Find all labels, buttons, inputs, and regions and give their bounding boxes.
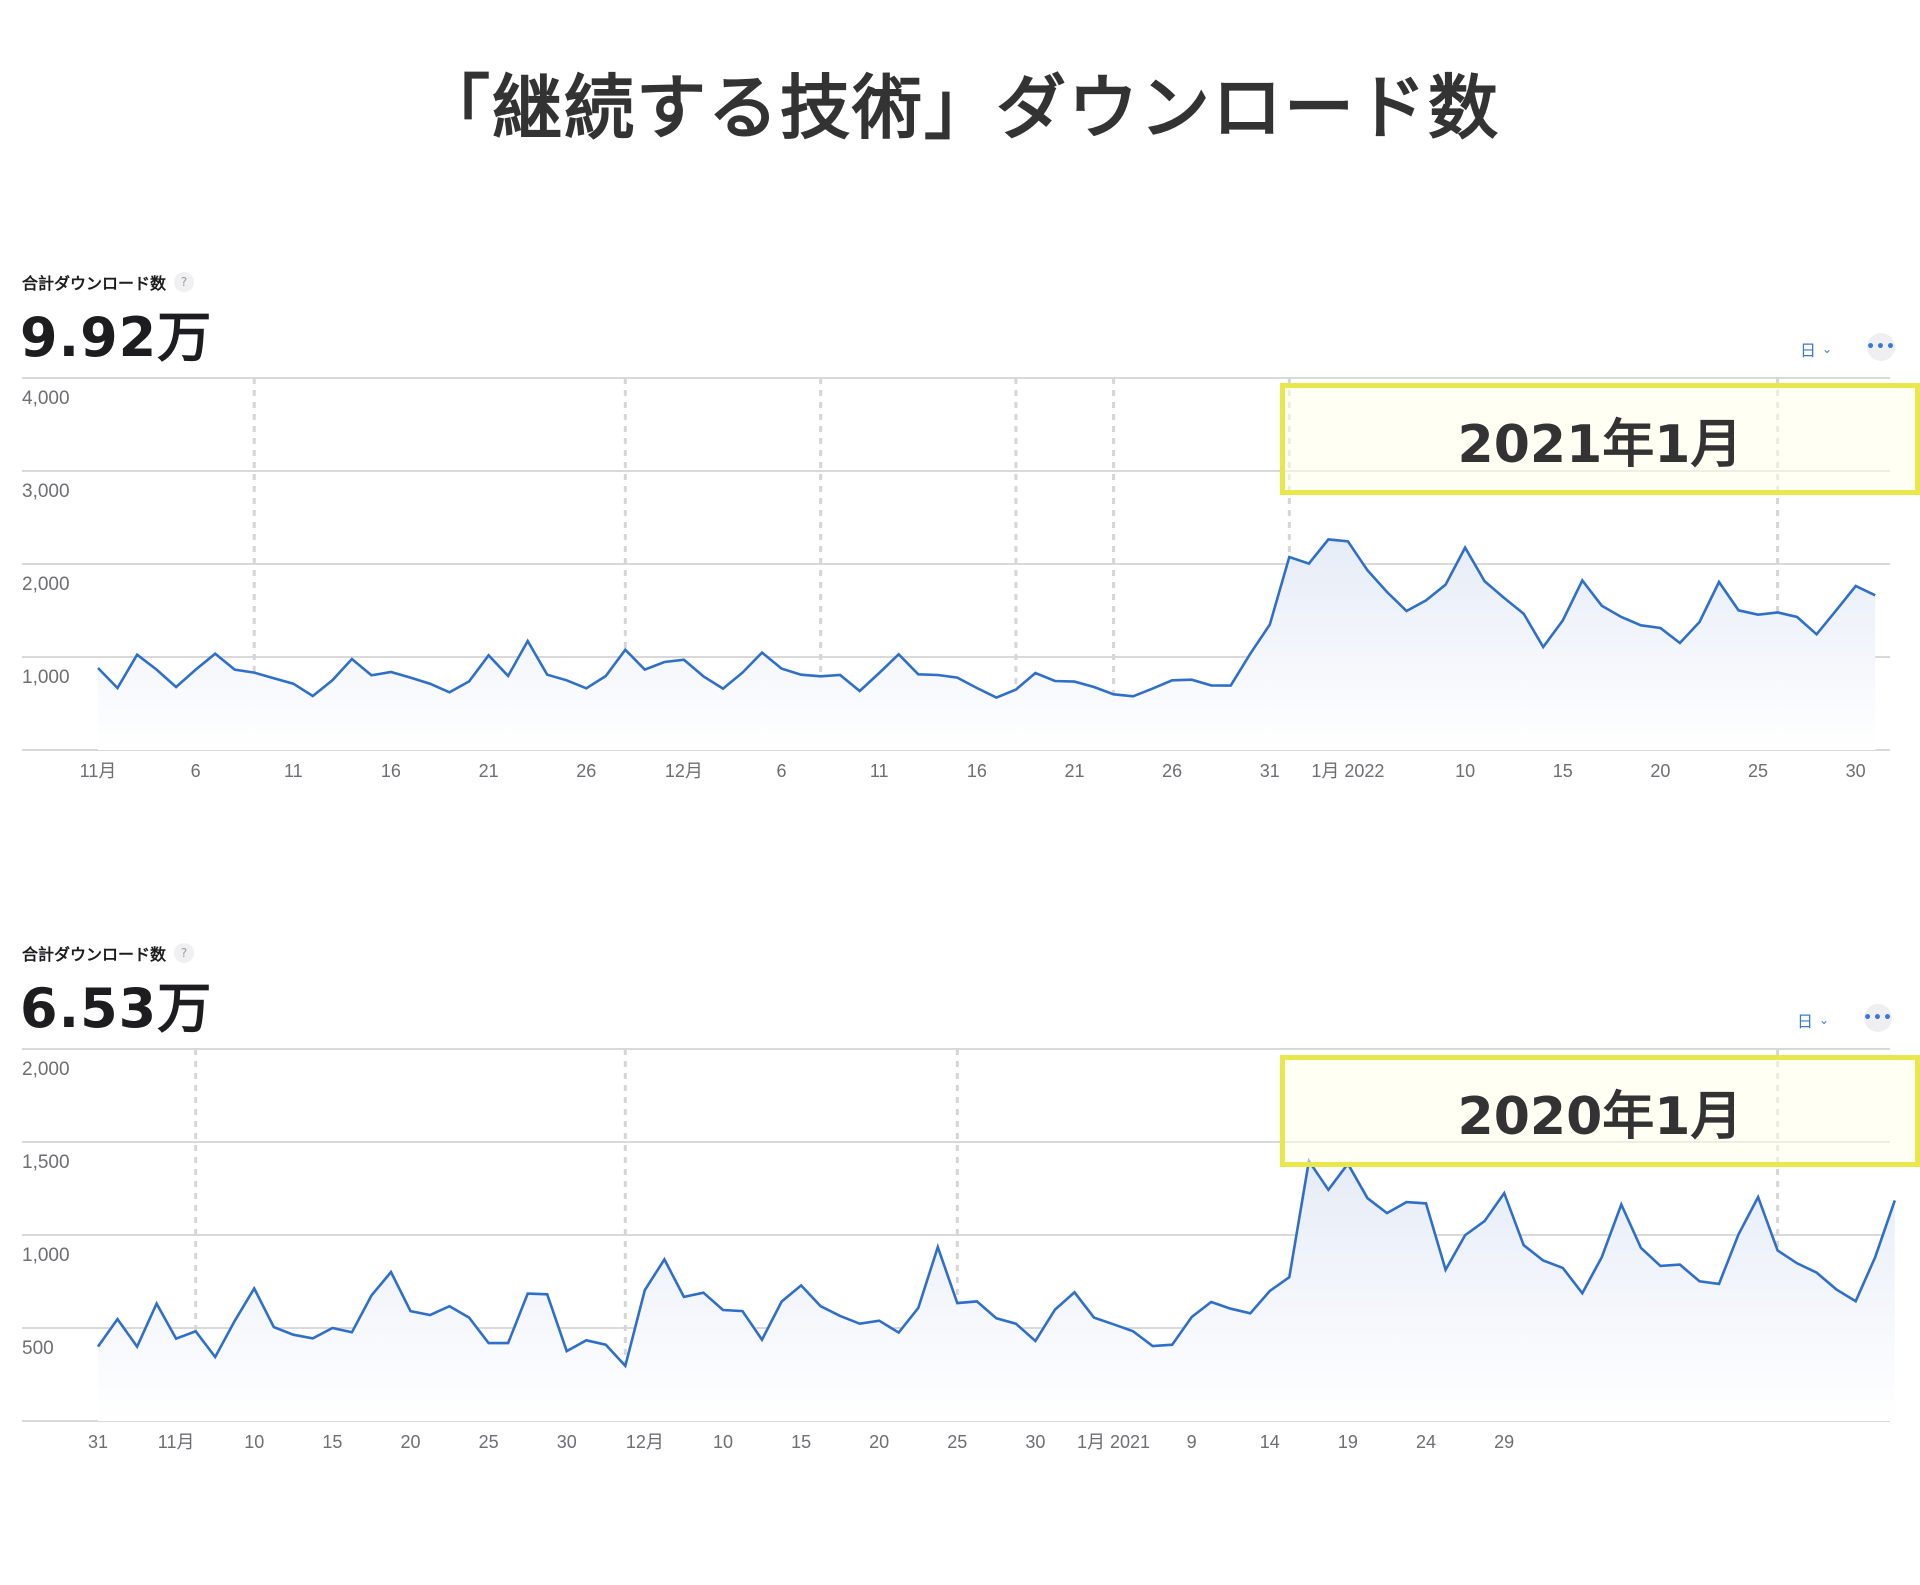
y-tick-label: 2,000 bbox=[22, 574, 70, 595]
y-tick-label: 500 bbox=[22, 1338, 54, 1359]
highlight-label: 2020年1月 bbox=[1457, 1086, 1743, 1147]
granularity-label: 日 bbox=[1797, 1012, 1814, 1031]
metric-label-text: 合計ダウンロード数 bbox=[22, 274, 167, 293]
x-tick-label: 30 bbox=[1025, 1432, 1045, 1452]
area-fill bbox=[98, 1161, 1895, 1421]
x-tick-label: 6 bbox=[777, 761, 787, 781]
y-tick-label: 3,000 bbox=[22, 481, 70, 502]
area-fill bbox=[98, 539, 1876, 750]
y-tick-label: 1,000 bbox=[22, 1245, 70, 1266]
granularity-dropdown[interactable]: 日 ⌄ bbox=[1797, 1008, 1829, 1032]
x-tick-label: 16 bbox=[967, 761, 987, 781]
x-tick-label: 31 bbox=[88, 1432, 108, 1452]
metric-value: 6.53万 bbox=[20, 977, 213, 1040]
x-tick-label: 24 bbox=[1416, 1432, 1436, 1452]
metric-label-text: 合計ダウンロード数 bbox=[22, 945, 167, 964]
highlight-annotation: 2021年1月 bbox=[1280, 383, 1920, 495]
x-tick-label: 11月 bbox=[158, 1432, 195, 1452]
x-tick-label: 9 bbox=[1187, 1432, 1197, 1452]
x-tick-label: 12月 bbox=[665, 761, 703, 781]
help-icon[interactable]: ? bbox=[174, 943, 195, 963]
chevron-down-icon: ⌄ bbox=[1819, 1013, 1830, 1027]
x-tick-label: 29 bbox=[1494, 1432, 1514, 1452]
x-tick-label: 6 bbox=[191, 761, 201, 781]
x-tick-label: 21 bbox=[1064, 761, 1084, 781]
x-tick-label: 1月 2021 bbox=[1077, 1432, 1150, 1452]
highlight-label: 2021年1月 bbox=[1457, 414, 1743, 475]
data-line bbox=[97, 538, 1876, 700]
granularity-dropdown[interactable]: 日 ⌄ bbox=[1800, 337, 1832, 361]
x-tick-label: 20 bbox=[1650, 761, 1670, 781]
x-tick-label: 19 bbox=[1338, 1432, 1358, 1452]
x-tick-label: 31 bbox=[1260, 761, 1280, 781]
x-tick-label: 1月 2022 bbox=[1311, 761, 1384, 781]
y-tick-label: 2,000 bbox=[22, 1059, 70, 1080]
y-tick-label: 4,000 bbox=[22, 388, 70, 409]
x-tick-label: 15 bbox=[791, 1432, 811, 1452]
x-tick-label: 15 bbox=[1553, 761, 1573, 781]
page-title: 「継続する技術」ダウンロード数 bbox=[420, 67, 1500, 149]
y-tick-label: 1,500 bbox=[22, 1152, 70, 1173]
more-options-button[interactable]: ••• bbox=[1863, 1004, 1893, 1032]
x-tick-label: 25 bbox=[1748, 761, 1768, 781]
highlight-annotation: 2020年1月 bbox=[1280, 1055, 1920, 1167]
y-tick-label: 1,000 bbox=[22, 667, 70, 688]
x-tick-label: 26 bbox=[576, 761, 596, 781]
data-line bbox=[96, 1157, 1897, 1369]
x-tick-label: 11 bbox=[284, 761, 303, 781]
metric-label: 合計ダウンロード数 ? bbox=[22, 270, 195, 294]
x-tick-label: 30 bbox=[557, 1432, 577, 1452]
granularity-label: 日 bbox=[1800, 341, 1817, 360]
x-tick-label: 15 bbox=[322, 1432, 342, 1452]
x-tick-label: 20 bbox=[869, 1432, 889, 1452]
x-tick-label: 10 bbox=[1455, 761, 1475, 781]
x-tick-label: 11月 bbox=[80, 761, 117, 781]
x-tick-label: 26 bbox=[1162, 761, 1182, 781]
x-tick-label: 12月 bbox=[626, 1432, 664, 1452]
help-icon[interactable]: ? bbox=[174, 272, 195, 292]
chevron-down-icon: ⌄ bbox=[1822, 342, 1833, 356]
more-icon: ••• bbox=[1863, 1010, 1893, 1026]
line-chart-2021: 1,000 2,000 3,000 4,000 11月 6 11 16 21 26 12月 6 11 16… bbox=[22, 377, 1890, 781]
x-tick-label: 30 bbox=[1846, 761, 1866, 781]
metric-label: 合計ダウンロード数 ? bbox=[22, 941, 195, 965]
x-tick-label: 20 bbox=[400, 1432, 420, 1452]
x-tick-label: 25 bbox=[947, 1432, 967, 1452]
x-tick-label: 11 bbox=[870, 761, 889, 781]
more-icon: ••• bbox=[1866, 339, 1896, 355]
x-tick-label: 25 bbox=[479, 1432, 499, 1452]
x-tick-label: 10 bbox=[244, 1432, 264, 1452]
x-tick-label: 14 bbox=[1260, 1432, 1280, 1452]
x-tick-label: 10 bbox=[713, 1432, 733, 1452]
more-options-button[interactable]: ••• bbox=[1866, 333, 1896, 361]
x-tick-label: 21 bbox=[479, 761, 499, 781]
x-tick-label: 16 bbox=[381, 761, 401, 781]
metric-value: 9.92万 bbox=[20, 306, 213, 369]
